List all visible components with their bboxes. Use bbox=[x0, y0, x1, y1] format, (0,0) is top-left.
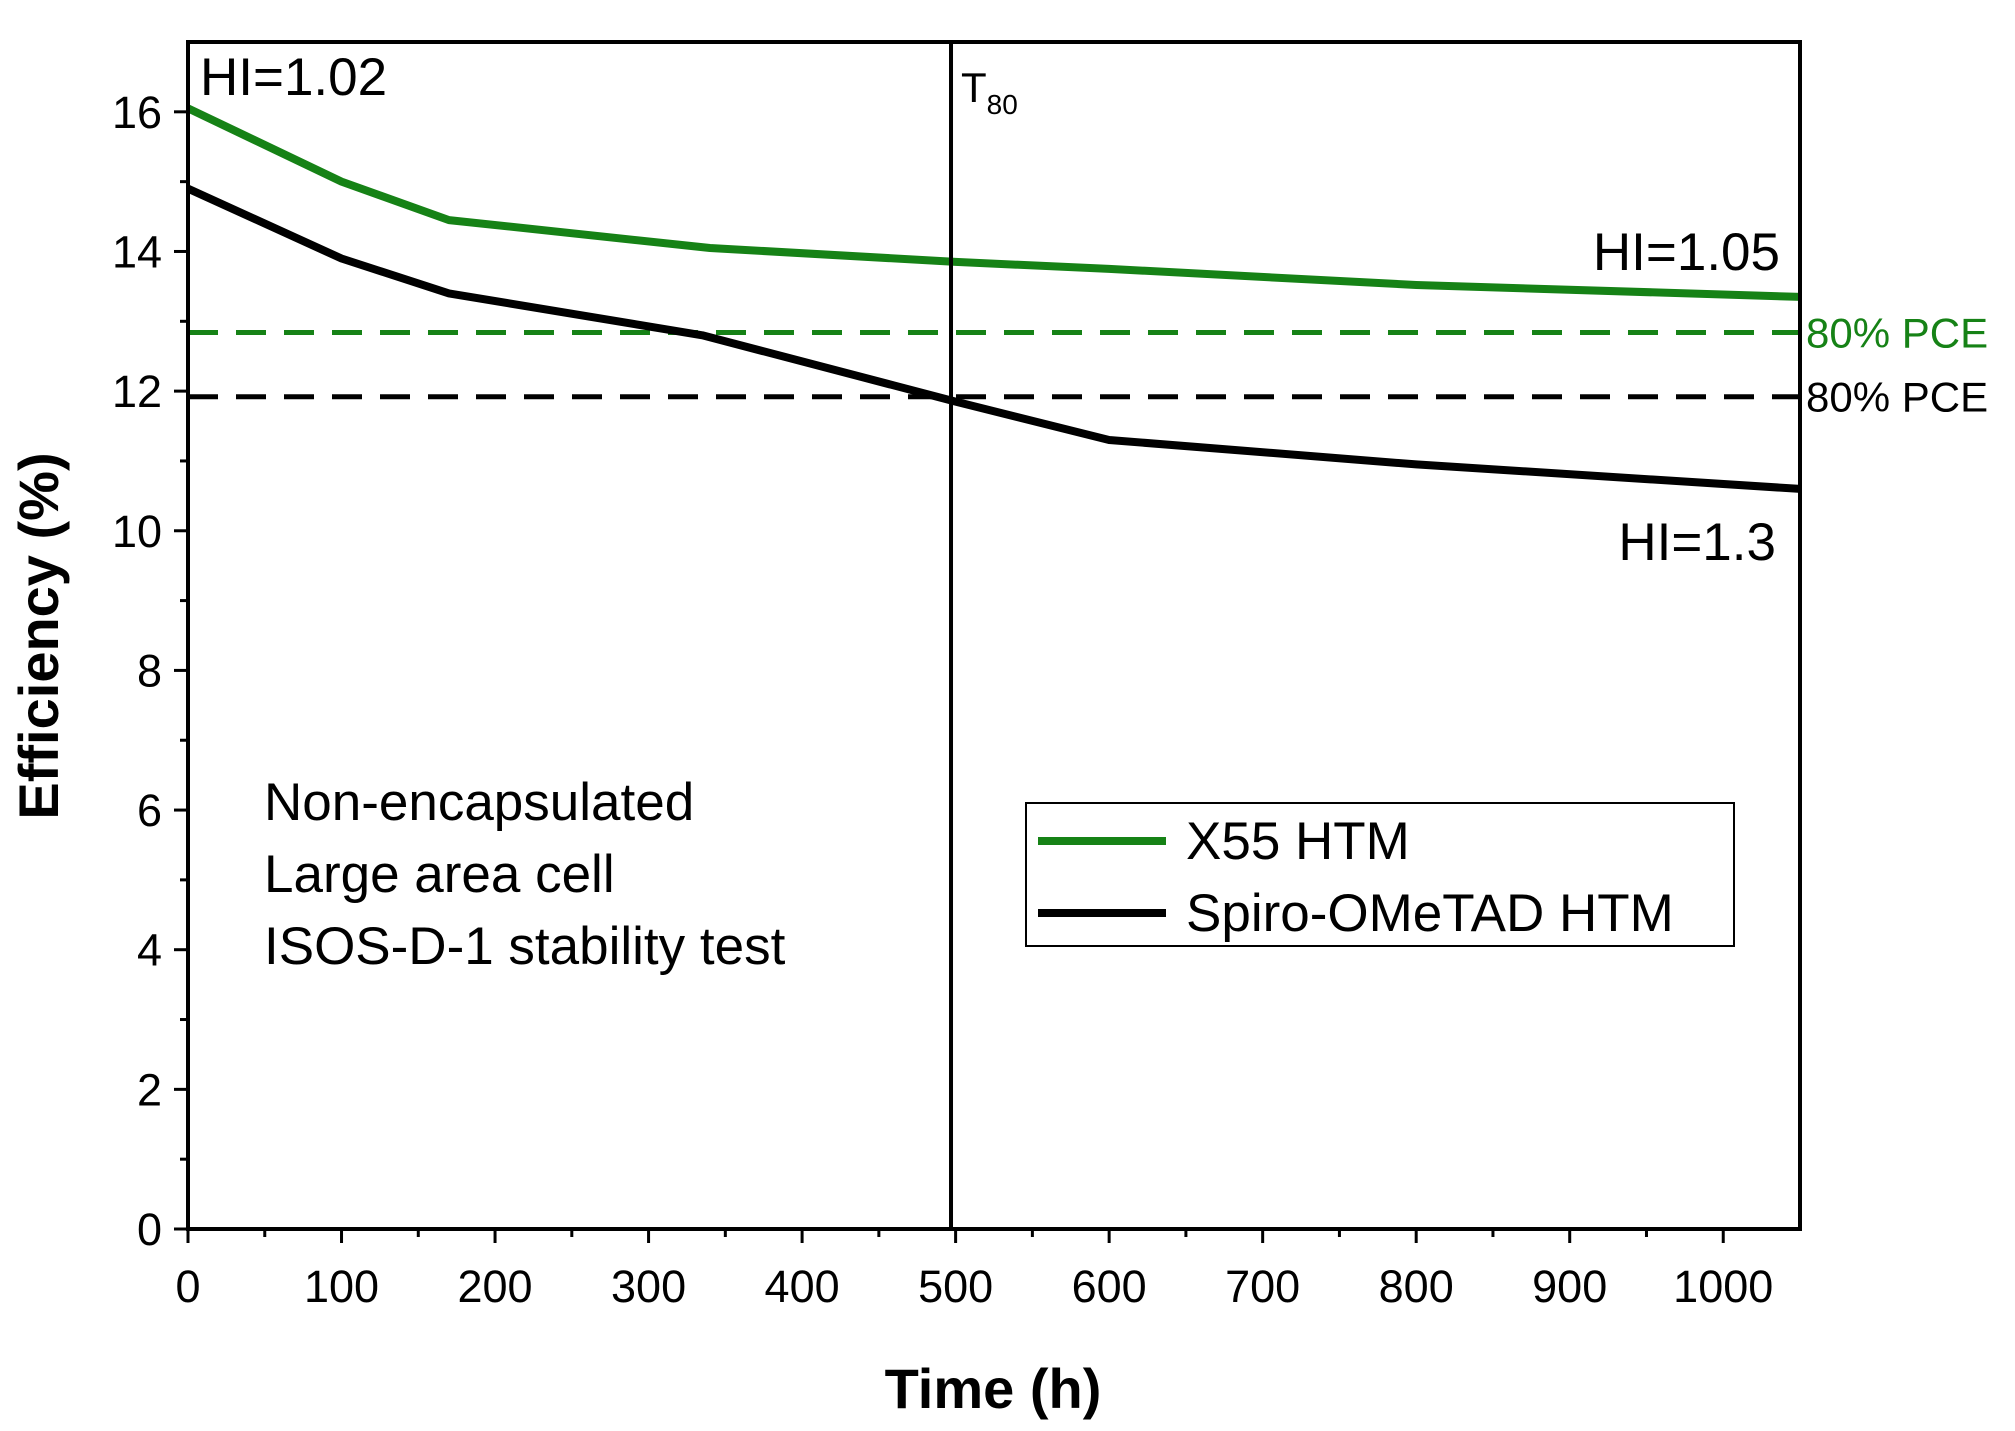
y-axis-title: Efficiency (%) bbox=[7, 452, 70, 819]
y-tick-label: 14 bbox=[112, 226, 162, 277]
legend-label-spiro: Spiro-OMeTAD HTM bbox=[1186, 884, 1674, 943]
ticks-layer: 0 100 200 300 400 500 600 700 800 900 1000 0 2 4 6 8 10 1… bbox=[112, 87, 1773, 1312]
x-tick-label: 200 bbox=[458, 1261, 533, 1312]
y-tick-label: 6 bbox=[137, 785, 162, 836]
series-line-spiro bbox=[186, 184, 1801, 493]
pce-80-reference-label: 80% PCE bbox=[1806, 309, 1988, 356]
series-layer bbox=[186, 104, 1801, 493]
condition-line-2: Large area cell bbox=[264, 845, 615, 904]
y-tick-label: 4 bbox=[137, 925, 162, 976]
hi-x55-end-label: HI=1.05 bbox=[1593, 223, 1780, 282]
t80-marker-main: T bbox=[961, 64, 987, 111]
hi-spiro-end-label: HI=1.3 bbox=[1618, 513, 1776, 572]
x-tick-label: 300 bbox=[611, 1261, 686, 1312]
reference-lines-layer: 80% PCE 80% PCE bbox=[188, 309, 1988, 421]
x-tick-label: 600 bbox=[1072, 1261, 1147, 1312]
y-tick-label: 2 bbox=[137, 1064, 162, 1115]
x-tick-label: 100 bbox=[304, 1261, 379, 1312]
y-tick-label: 16 bbox=[112, 87, 162, 138]
plot-frame bbox=[186, 40, 1802, 1231]
condition-line-3: ISOS-D-1 stability test bbox=[264, 917, 786, 976]
legend-label-x55: X55 HTM bbox=[1186, 812, 1410, 871]
t80-marker-subscript: 80 bbox=[987, 89, 1018, 120]
y-tick-label: 0 bbox=[137, 1204, 162, 1255]
x-tick-label: 1000 bbox=[1673, 1261, 1773, 1312]
legend-box bbox=[1025, 802, 1735, 947]
y-tick-label: 12 bbox=[112, 366, 162, 417]
x-tick-label: 500 bbox=[918, 1261, 993, 1312]
legend: X55 HTM Spiro-OMeTAD HTM bbox=[1025, 802, 1735, 947]
pce-80-reference-label: 80% PCE bbox=[1806, 374, 1988, 421]
series-line-x55 bbox=[186, 104, 1801, 301]
condition-line-1: Non-encapsulated bbox=[264, 773, 694, 832]
x-axis-title: Time (h) bbox=[885, 1357, 1102, 1420]
x-tick-label: 700 bbox=[1225, 1261, 1300, 1312]
t80-marker-label: T80 bbox=[961, 64, 1018, 120]
y-tick-label: 8 bbox=[137, 645, 162, 696]
x-tick-label: 900 bbox=[1532, 1261, 1607, 1312]
x-tick-label: 0 bbox=[175, 1261, 200, 1312]
hi-start-label: HI=1.02 bbox=[200, 48, 387, 107]
x-tick-label: 400 bbox=[765, 1261, 840, 1312]
y-tick-label: 10 bbox=[112, 506, 162, 557]
x-tick-label: 800 bbox=[1379, 1261, 1454, 1312]
